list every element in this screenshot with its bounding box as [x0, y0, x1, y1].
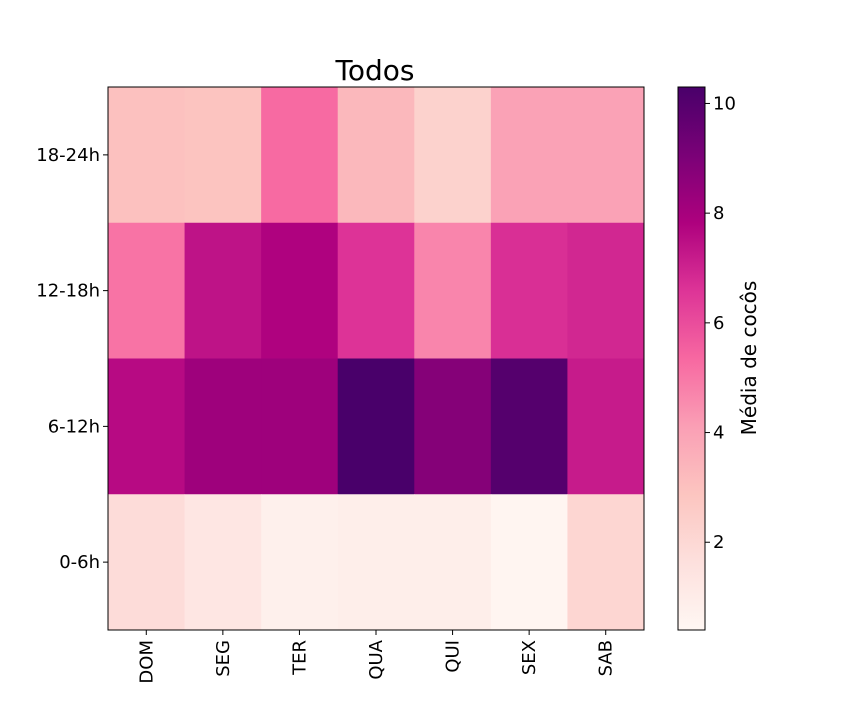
heatmap-cells — [108, 87, 645, 631]
heatmap-cell — [414, 87, 492, 224]
heatmap-cell — [567, 222, 645, 359]
colorbar — [677, 86, 706, 631]
heatmap-cell — [108, 222, 186, 359]
y-tick-label: 0-6h — [59, 552, 100, 573]
heatmap-cell — [337, 222, 415, 359]
x-tick-label: SAB — [596, 640, 617, 676]
heatmap-cell — [184, 494, 262, 631]
x-tick-label: QUA — [366, 639, 387, 679]
x-tick-label: TER — [289, 640, 310, 676]
heatmap-cell — [108, 494, 186, 631]
heatmap-cell — [337, 358, 415, 495]
heatmap-cell — [337, 494, 415, 631]
heatmap-cell — [261, 358, 339, 495]
heatmap-cell — [108, 358, 186, 495]
colorbar-tick-label: 4 — [713, 423, 724, 444]
heatmap-cell — [184, 87, 262, 224]
heatmap-cell — [414, 494, 492, 631]
heatmap-cell — [414, 222, 492, 359]
heatmap-cell — [490, 358, 568, 495]
x-tick-label: SEX — [519, 640, 540, 675]
heatmap-cell — [261, 222, 339, 359]
y-axis-ticks: 18-24h 12-18h 6-12h 0-6h — [36, 145, 108, 573]
colorbar-tick-label: 8 — [713, 203, 724, 224]
y-tick-label: 18-24h — [36, 145, 100, 166]
y-tick-label: 6-12h — [48, 416, 100, 437]
heatmap-cell — [261, 87, 339, 224]
colorbar-tick-label: 6 — [713, 313, 724, 334]
colorbar-tick-label: 10 — [713, 93, 736, 114]
x-tick-label: QUI — [443, 640, 464, 673]
heatmap-cell — [108, 87, 186, 224]
heatmap-cell — [567, 358, 645, 495]
heatmap-cell — [490, 222, 568, 359]
x-axis-ticks: DOM SEG TER QUA QUI SEX SAB — [136, 630, 617, 684]
colorbar-tick-label: 2 — [713, 532, 724, 553]
heatmap-cell — [414, 358, 492, 495]
heatmap-cell — [184, 222, 262, 359]
heatmap-cell — [337, 87, 415, 224]
heatmap-cell — [261, 494, 339, 631]
heatmap-cell — [490, 494, 568, 631]
colorbar-ticks: 2 4 6 8 10 — [705, 93, 736, 553]
heatmap-cell — [567, 494, 645, 631]
x-tick-label: SEG — [213, 640, 234, 677]
x-tick-label: DOM — [136, 640, 157, 684]
heatmap-cell — [490, 87, 568, 224]
chart-title: Todos — [335, 54, 415, 87]
heatmap-cell — [184, 358, 262, 495]
y-tick-label: 12-18h — [36, 281, 100, 302]
colorbar-label: Média de cocôs — [737, 281, 761, 436]
heatmap-cell — [567, 87, 645, 224]
